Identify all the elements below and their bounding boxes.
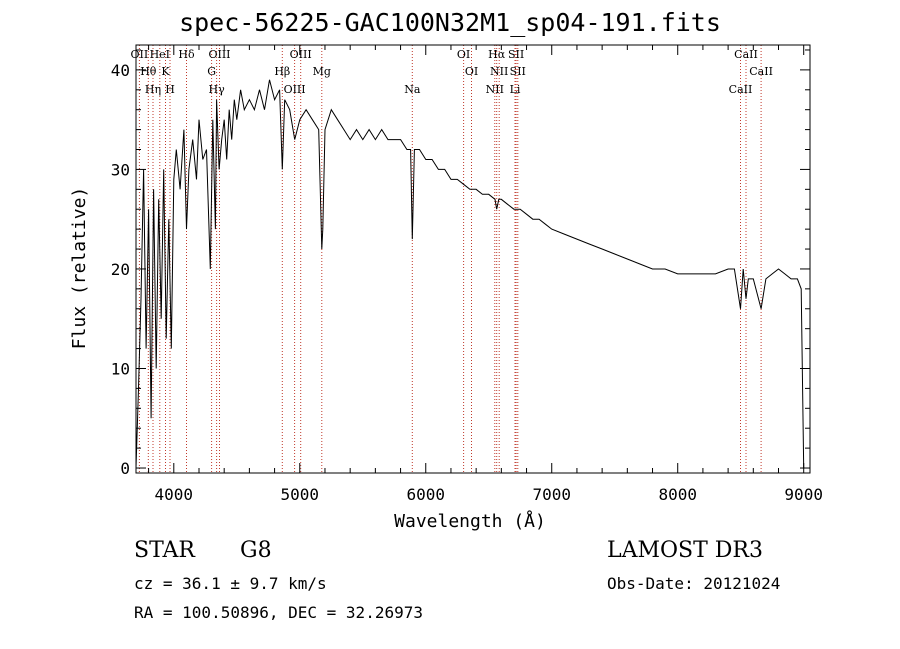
plot-frame [135,44,811,474]
object-subclass: G8 [240,538,272,563]
line-label: OI [457,48,470,61]
line-label: Hβ [274,65,290,78]
line-label: CaII [749,65,773,78]
line-label: Hα [488,48,506,61]
line-label: Mg [313,65,331,78]
line-label: HeI [150,48,170,61]
line-label: Hη [145,83,161,96]
line-label: Hδ [178,48,195,61]
x-tick-label: 4000 [155,485,194,504]
axis-ticks: 4000 5000 6000 7000 8000 9000 0 10 20 30 40 [111,45,823,504]
chart-title: spec-56225-GAC100N32M1_sp04-191.fits [179,8,721,37]
y-tick-label: 30 [111,160,130,179]
line-label: OI [465,65,478,78]
line-label: OII [131,48,149,61]
y-axis-label: Flux (relative) [69,187,90,350]
line-label: Hγ [209,83,226,96]
line-label: CaII [729,83,753,96]
line-label: NII [486,83,504,96]
y-tick-label: 20 [111,260,130,279]
x-tick-label: 9000 [784,485,823,504]
observation-date: Obs-Date: 20121024 [607,574,781,593]
spectrum-line [135,79,805,469]
coordinates: RA = 100.50896, DEC = 32.26973 [134,603,423,622]
line-label: Hθ [140,65,157,78]
line-label: OIII [284,83,306,96]
x-tick-label: 5000 [281,485,320,504]
line-label: OIII [208,48,230,61]
line-label: G [207,65,216,78]
y-tick-label: 0 [120,459,130,478]
redshift-velocity: cz = 36.1 ± 9.7 km/s [134,574,327,593]
y-tick-label: 10 [111,359,130,378]
line-label: H [165,83,175,96]
line-label: Li [510,83,521,96]
x-tick-label: 6000 [406,485,445,504]
y-tick-label: 40 [111,61,130,80]
x-tick-label: 8000 [658,485,697,504]
line-label: SII [510,65,526,78]
line-label: K [161,65,170,78]
line-label: SII [508,48,524,61]
x-tick-label: 7000 [532,485,571,504]
line-label: Na [404,83,421,96]
line-label: NII [490,65,508,78]
line-label: OIII [290,48,312,61]
object-class: STAR [134,538,195,563]
spectral-line-labels: OIIHθHηHeIKHHδGHγOIIIHβOIIIOIIIMgNaOIOIN… [131,48,773,96]
survey-release: LAMOST DR3 [607,538,763,563]
spectral-line-markers [138,45,762,473]
x-axis-label: Wavelength (Å) [394,510,546,532]
line-label: CaII [734,48,758,61]
